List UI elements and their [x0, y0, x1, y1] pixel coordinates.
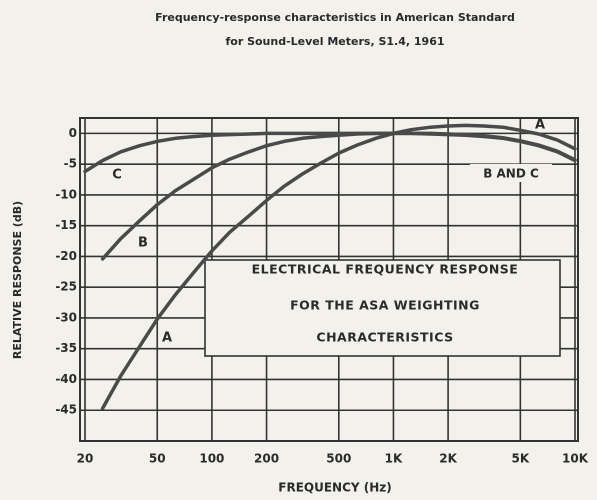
- chart-subtitle: for Sound-Level Meters, S1.4, 1961: [225, 35, 444, 48]
- y-tick-label: -15: [55, 218, 77, 232]
- curve-label: A: [162, 331, 172, 346]
- annotation: FOR THE ASA WEIGHTING: [290, 298, 480, 313]
- curve-label: A: [535, 118, 545, 133]
- x-tick-label: 2K: [439, 452, 457, 466]
- x-tick-label: 5K: [512, 452, 530, 466]
- x-tick-label: 50: [149, 452, 166, 466]
- annotation: CHARACTERISTICS: [316, 330, 453, 345]
- y-tick-label: 0: [69, 126, 77, 140]
- y-tick-label: -40: [55, 372, 77, 386]
- curve-label: B: [138, 236, 148, 251]
- curve-label: C: [112, 168, 122, 183]
- annotation: ELECTRICAL FREQUENCY RESPONSE: [252, 262, 519, 277]
- x-tick-label: 500: [326, 452, 351, 466]
- chart: Frequency-response characteristics in Am…: [0, 0, 597, 500]
- y-tick-label: -5: [64, 157, 77, 171]
- y-tick-label: -45: [55, 403, 77, 417]
- y-tick-label: -35: [55, 341, 77, 355]
- x-tick-label: 1K: [385, 452, 403, 466]
- chart-title: Frequency-response characteristics in Am…: [155, 11, 515, 24]
- y-tick-label: -20: [55, 249, 77, 263]
- y-tick-label: -25: [55, 280, 77, 294]
- x-tick-label: 20: [77, 452, 94, 466]
- y-tick-label: -10: [55, 187, 77, 201]
- y-axis-label: RELATIVE RESPONSE (dB): [11, 201, 24, 359]
- y-tick-label: -30: [55, 310, 77, 324]
- x-tick-label: 100: [199, 452, 224, 466]
- x-axis-label: FREQUENCY (Hz): [278, 481, 392, 495]
- x-tick-label: 200: [254, 452, 279, 466]
- annotation: B AND C: [483, 167, 539, 181]
- x-tick-label: 10K: [562, 452, 589, 466]
